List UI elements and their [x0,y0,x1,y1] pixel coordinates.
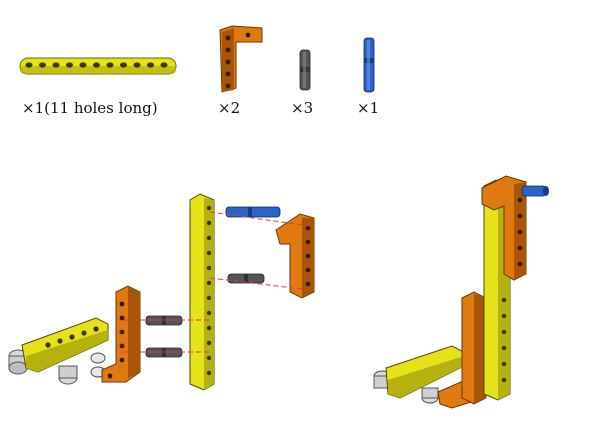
assembly-guide-lines [124,211,311,353]
yellow-beam-qty-label: ×1(11 holes long) [22,99,158,117]
blue-axle-pin-icon [363,37,375,93]
gray-pin-icon [299,49,311,91]
blue-axle-pin-assembled [521,185,549,197]
yellow-beam-11-icon [19,57,177,75]
yellow-beam-tall-exploded [189,193,215,391]
parts-list: ×1(11 holes long) ×2 ×3 ×1 [19,25,379,117]
blue-axle-pin-qty-label: ×1 [357,99,379,117]
base-assembly-left [8,317,109,385]
blue-axle-pin-exploded [225,206,281,218]
orange-l-beam-exploded [275,213,315,299]
gray-pin-exploded-3 [227,273,265,284]
assembled-view [373,175,549,409]
orange-l-beam-icon [219,25,263,93]
orange-l-beam-assembled [481,175,527,281]
orange-beam-right-assembled [461,291,487,405]
gray-pin-qty-label: ×3 [291,99,313,117]
orange-l-beam-qty-label: ×2 [218,99,240,117]
orange-beam-left [101,285,141,383]
exploded-view [8,193,315,391]
